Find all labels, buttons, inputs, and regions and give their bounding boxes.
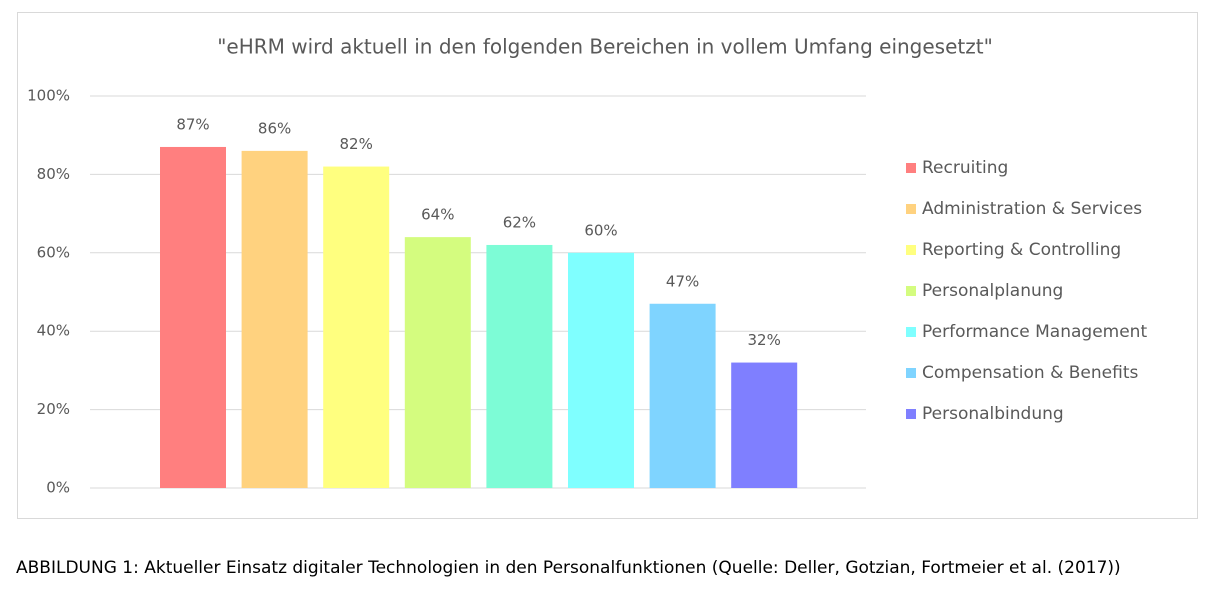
- bar: [568, 252, 634, 488]
- data-label: 62%: [503, 213, 536, 231]
- legend-swatch: [906, 286, 916, 296]
- caption: ABBILDUNG 1: Aktueller Einsatz digitaler…: [16, 558, 1121, 578]
- bar: [649, 303, 716, 488]
- y-tick-label: 80%: [37, 165, 70, 183]
- data-label: 64%: [421, 206, 454, 224]
- legend-swatch: [906, 245, 916, 255]
- legend-swatch: [906, 409, 916, 419]
- data-label: 60%: [584, 221, 617, 239]
- legend-label: Personalbindung: [922, 404, 1064, 424]
- legend-swatch: [906, 368, 916, 378]
- bar: [404, 237, 471, 488]
- chart-title: "eHRM wird aktuell in den folgenden Bere…: [217, 35, 993, 59]
- y-tick-label: 0%: [46, 479, 70, 497]
- y-tick-label: 20%: [37, 400, 70, 418]
- y-tick-label: 60%: [37, 243, 70, 261]
- bar: [323, 166, 390, 488]
- y-tick-label: 100%: [27, 87, 70, 105]
- data-label: 86%: [258, 119, 291, 137]
- data-label: 87%: [176, 115, 209, 133]
- legend-swatch: [906, 163, 916, 173]
- legend-label: Reporting & Controlling: [922, 240, 1121, 260]
- legend-swatch: [906, 204, 916, 214]
- data-label: 47%: [666, 272, 699, 290]
- data-label: 32%: [748, 331, 781, 349]
- legend-label: Administration & Services: [922, 199, 1142, 219]
- bar: [731, 362, 798, 488]
- legend-label: Performance Management: [922, 322, 1147, 342]
- y-tick-label: 40%: [37, 322, 70, 340]
- legend-label: Compensation & Benefits: [922, 363, 1138, 383]
- legend-label: Recruiting: [922, 158, 1008, 178]
- data-label: 82%: [340, 135, 373, 153]
- bar: [486, 244, 553, 488]
- bar: [160, 146, 226, 488]
- legend-label: Personalplanung: [922, 281, 1063, 301]
- legend-swatch: [906, 327, 916, 337]
- bar: [241, 150, 308, 488]
